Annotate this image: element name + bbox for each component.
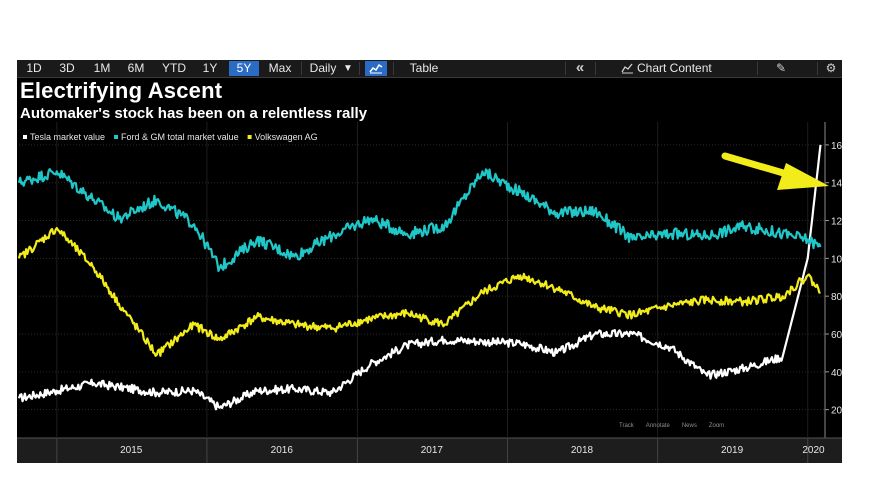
- range-button-ytd[interactable]: YTD: [162, 61, 186, 75]
- line-chart-icon[interactable]: [365, 61, 387, 76]
- series-line: [17, 144, 822, 411]
- x-tick-label: 2020: [802, 445, 825, 456]
- chart-title: Electrifying Ascent: [20, 78, 223, 103]
- range-button-6m[interactable]: 6M: [127, 61, 145, 75]
- range-button-max[interactable]: Max: [268, 61, 292, 75]
- y-tick-label: 20B: [831, 406, 842, 417]
- y-tick-label: 40B: [831, 368, 842, 379]
- series-line: [17, 227, 821, 357]
- edit-icon[interactable]: ✎: [775, 61, 787, 75]
- chart-tool-zoom[interactable]: Zoom: [709, 423, 724, 429]
- chart-tool-track[interactable]: Track: [619, 423, 635, 429]
- series-line: [17, 168, 822, 272]
- chart-toolbar: 1D 3D 1M 6M YTD 1Y 5Y Max Daily ▼ Table …: [17, 60, 842, 78]
- range-button-5y[interactable]: 5Y: [229, 61, 259, 76]
- y-tick-label: 100B: [831, 254, 842, 265]
- y-tick-label: 140B: [831, 179, 842, 190]
- legend-item: Ford & GM total market value: [121, 132, 239, 142]
- range-button-3d[interactable]: 3D: [59, 61, 75, 75]
- gear-icon[interactable]: ⚙: [825, 61, 837, 75]
- y-tick-label: 60B: [831, 330, 842, 341]
- x-axis-band: [17, 438, 842, 463]
- x-tick-label: 2015: [120, 445, 143, 456]
- legend-item: Tesla market value: [30, 132, 105, 142]
- chart-tool-annotate[interactable]: Annotate: [646, 423, 671, 429]
- chart-tool-news[interactable]: News: [682, 423, 697, 429]
- toolbar-divider: [817, 62, 818, 75]
- legend-swatch: [114, 135, 119, 139]
- legend-swatch: [23, 135, 27, 139]
- y-tick-label: 120B: [831, 217, 842, 228]
- toolbar-divider: [565, 62, 566, 75]
- chart-subtitle: Automaker's stock has been on a relentle…: [20, 105, 368, 122]
- collapse-icon[interactable]: «: [575, 60, 585, 76]
- range-button-1y[interactable]: 1Y: [202, 61, 218, 75]
- range-button-1d[interactable]: 1D: [26, 61, 42, 75]
- x-tick-label: 2019: [721, 445, 744, 456]
- y-tick-label: 80B: [831, 292, 842, 303]
- chart-panel: 1D 3D 1M 6M YTD 1Y 5Y Max Daily ▼ Table …: [17, 60, 842, 463]
- toolbar-divider: [301, 62, 302, 75]
- x-tick-label: 2016: [271, 445, 294, 456]
- frequency-select[interactable]: Daily: [309, 61, 337, 75]
- annotation-arrow-head: [777, 163, 829, 190]
- table-button[interactable]: Table: [409, 61, 439, 75]
- legend-swatch: [247, 135, 252, 139]
- x-tick-label: 2018: [571, 445, 594, 456]
- toolbar-divider: [393, 62, 394, 75]
- legend-item: Volkswagen AG: [255, 132, 318, 142]
- toolbar-divider: [757, 62, 758, 75]
- chart-content-button[interactable]: Chart Content: [637, 61, 712, 75]
- toolbar-divider: [595, 62, 596, 75]
- toolbar-divider: [359, 62, 360, 75]
- line-chart: 20B40B60B80B100B120B140B160BU.S. dollars…: [17, 122, 842, 463]
- chart-content-icon[interactable]: [619, 61, 635, 76]
- range-button-1m[interactable]: 1M: [93, 61, 111, 75]
- y-tick-label: 160B: [831, 141, 842, 152]
- x-tick-label: 2017: [421, 445, 444, 456]
- chevron-down-icon[interactable]: ▼: [343, 63, 353, 74]
